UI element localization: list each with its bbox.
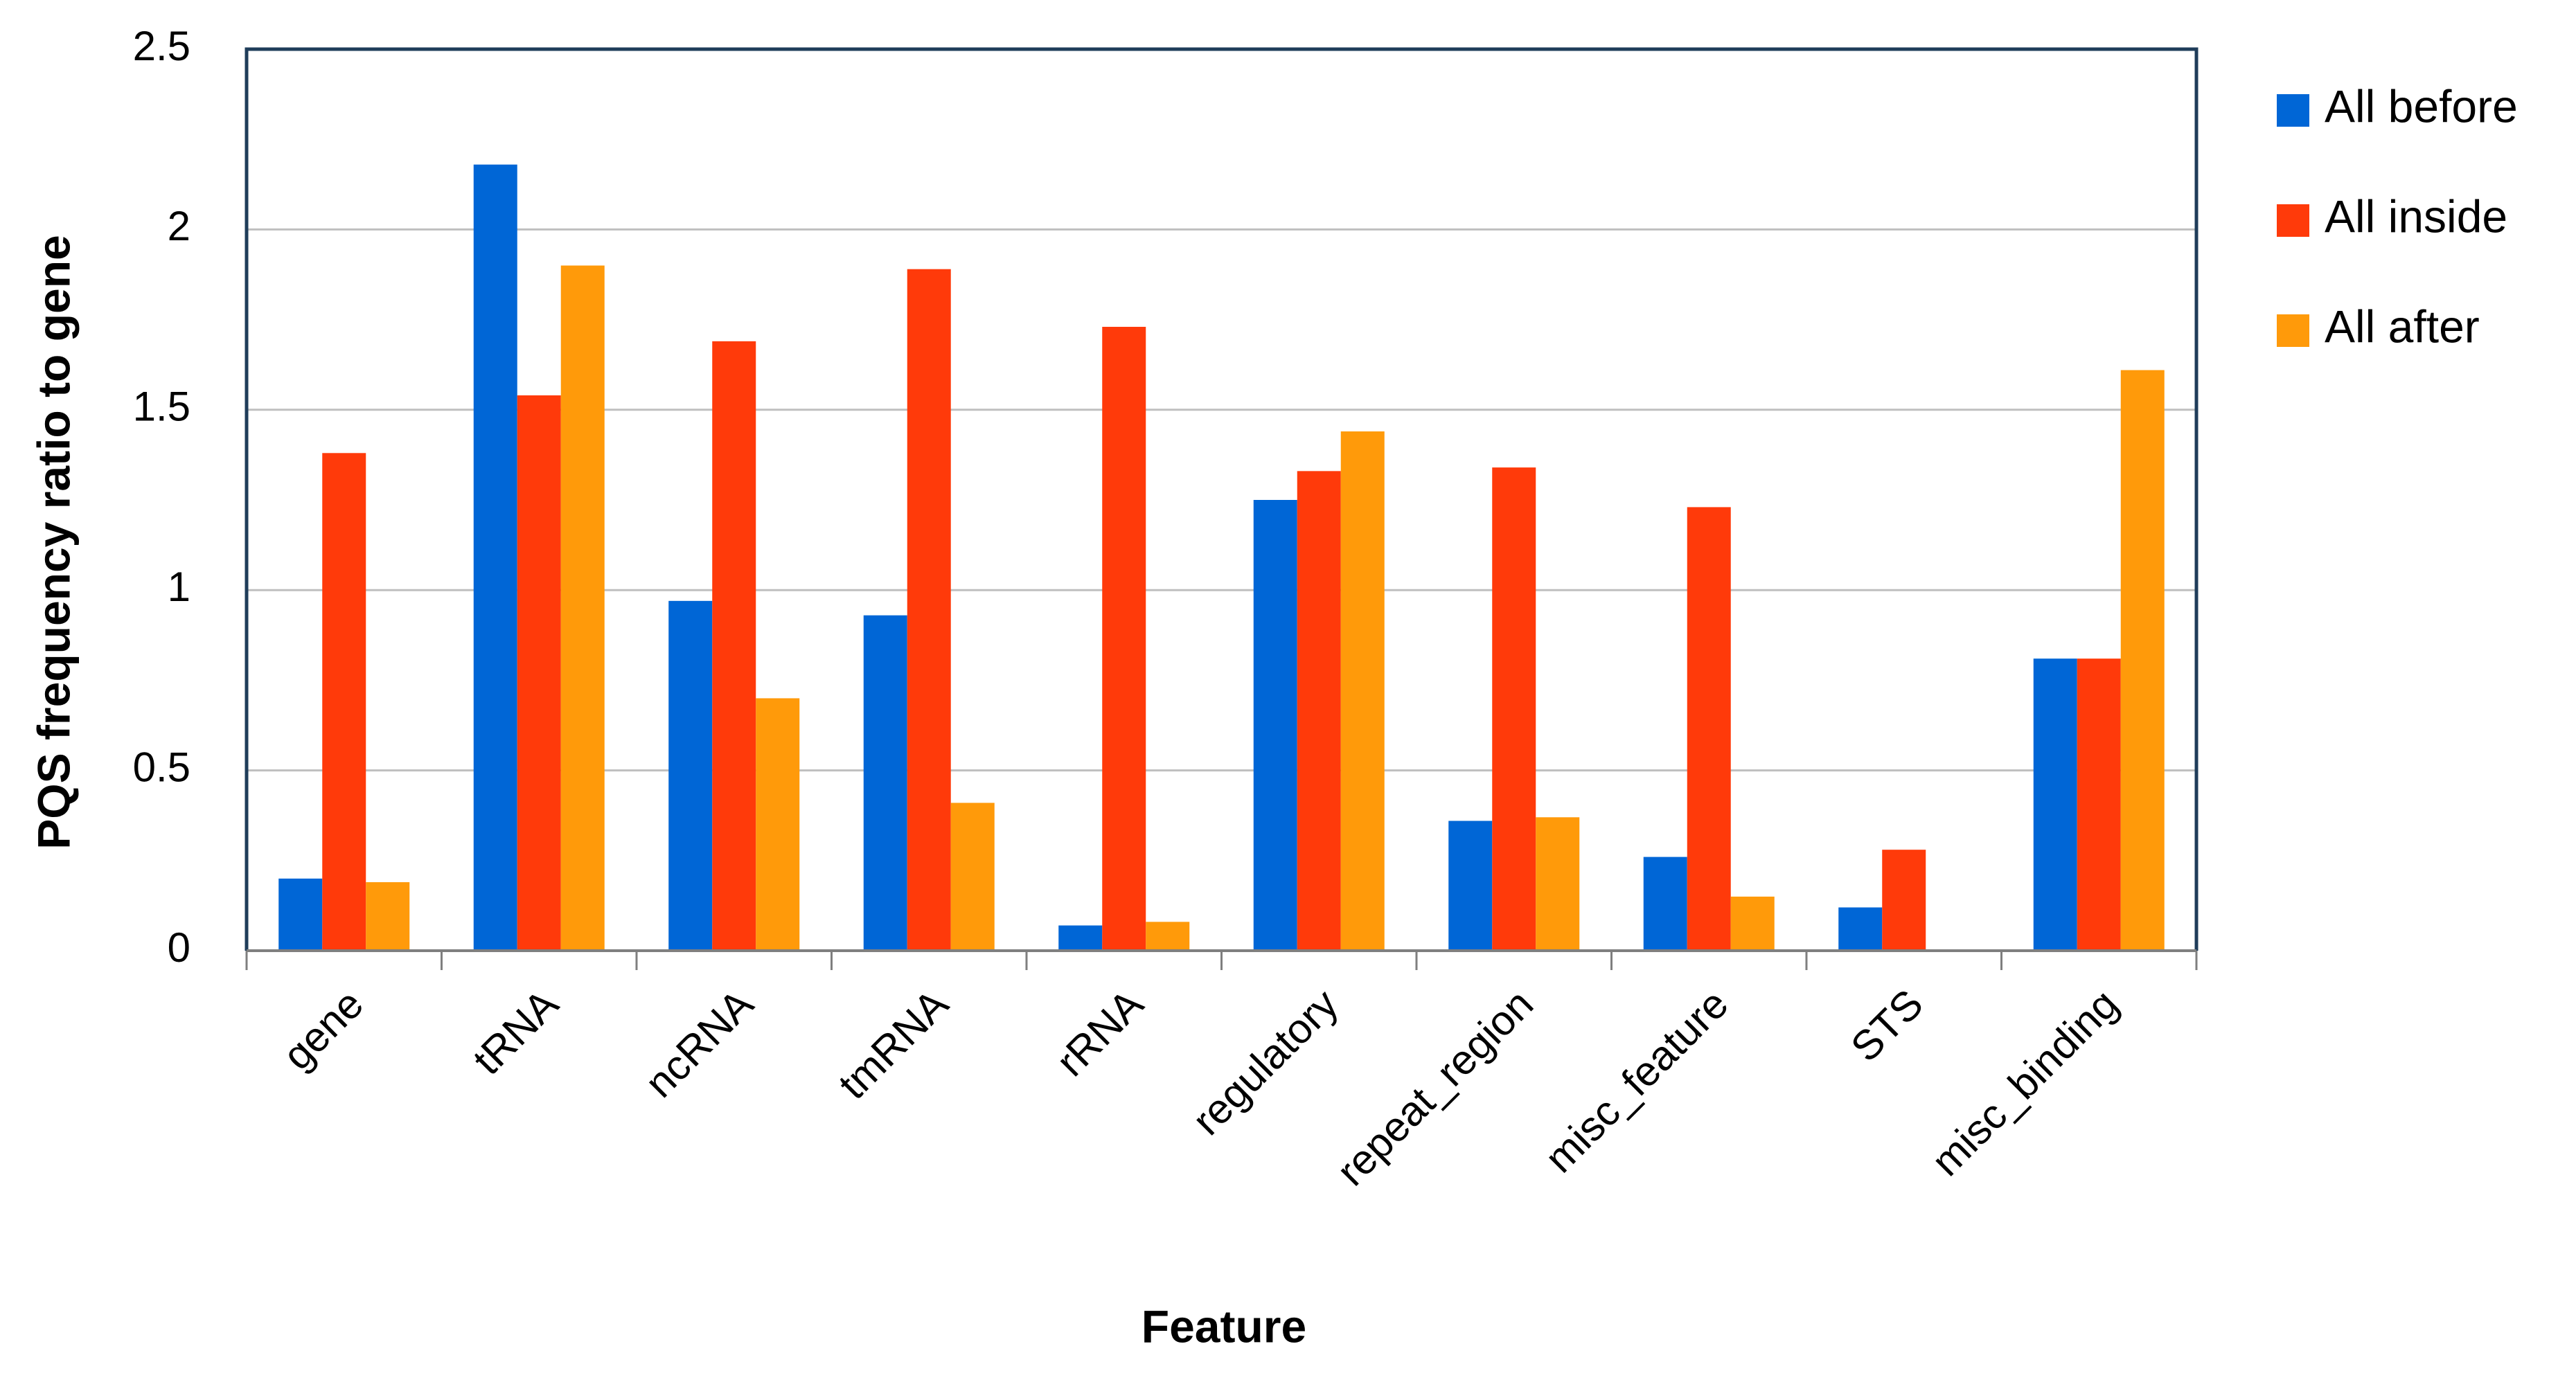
bar (1492, 467, 1536, 951)
y-tick-label: 2 (168, 203, 190, 249)
bar (2077, 658, 2121, 951)
y-tick-label: 1.5 (133, 384, 190, 430)
x-tick-label: tmRNA (830, 980, 957, 1108)
legend-swatch (2277, 94, 2309, 127)
bar (2033, 658, 2077, 951)
bar (322, 453, 366, 951)
bar (1536, 817, 1580, 951)
x-tick-label: regulatory (1184, 980, 1347, 1144)
bar (1730, 896, 1775, 951)
bar (517, 395, 561, 951)
bar (1448, 821, 1493, 951)
bar (756, 698, 800, 951)
bar (560, 265, 605, 951)
bar (1102, 327, 1146, 951)
bar (2120, 370, 2165, 951)
bar (668, 600, 713, 951)
x-tick-label: rRNA (1047, 980, 1152, 1085)
bar (1340, 431, 1385, 951)
y-tick-label: 1 (168, 564, 190, 610)
bar (950, 803, 995, 951)
x-axis-title: Feature (1142, 1300, 1306, 1352)
bar (278, 878, 323, 951)
x-tick-label: tRNA (464, 980, 567, 1084)
plot-frame (245, 47, 2199, 951)
legend-label: All after (2325, 301, 2480, 352)
x-tick-label: STS (1842, 980, 1932, 1070)
y-axis-title: PQS frequency ratio to gene (28, 235, 79, 850)
x-tick-label: repeat_region (1328, 980, 1542, 1194)
y-tick-label: 2.5 (133, 23, 190, 69)
legend-swatch (2277, 204, 2309, 237)
y-tick-label: 0 (168, 924, 190, 971)
y-tick-label: 0.5 (133, 744, 190, 790)
bar (1146, 922, 1190, 951)
bar (1058, 925, 1103, 951)
bar (1838, 907, 1883, 951)
bar (473, 164, 517, 951)
x-tick-label: gene (274, 980, 372, 1079)
bar (712, 341, 756, 951)
x-tick-label: misc_binding (1923, 980, 2127, 1185)
bar (366, 882, 410, 951)
bar (1643, 857, 1687, 951)
bar (1882, 850, 1926, 951)
bar (1253, 500, 1297, 951)
legend-swatch (2277, 314, 2309, 347)
bar (907, 269, 951, 951)
legend-label: All before (2325, 80, 2518, 132)
legend-label: All inside (2325, 190, 2507, 242)
bar (863, 615, 907, 951)
x-tick-label: misc_feature (1536, 980, 1736, 1181)
x-tick-label: ncRNA (636, 980, 762, 1106)
bar (1687, 507, 1731, 951)
bar (1297, 471, 1341, 951)
